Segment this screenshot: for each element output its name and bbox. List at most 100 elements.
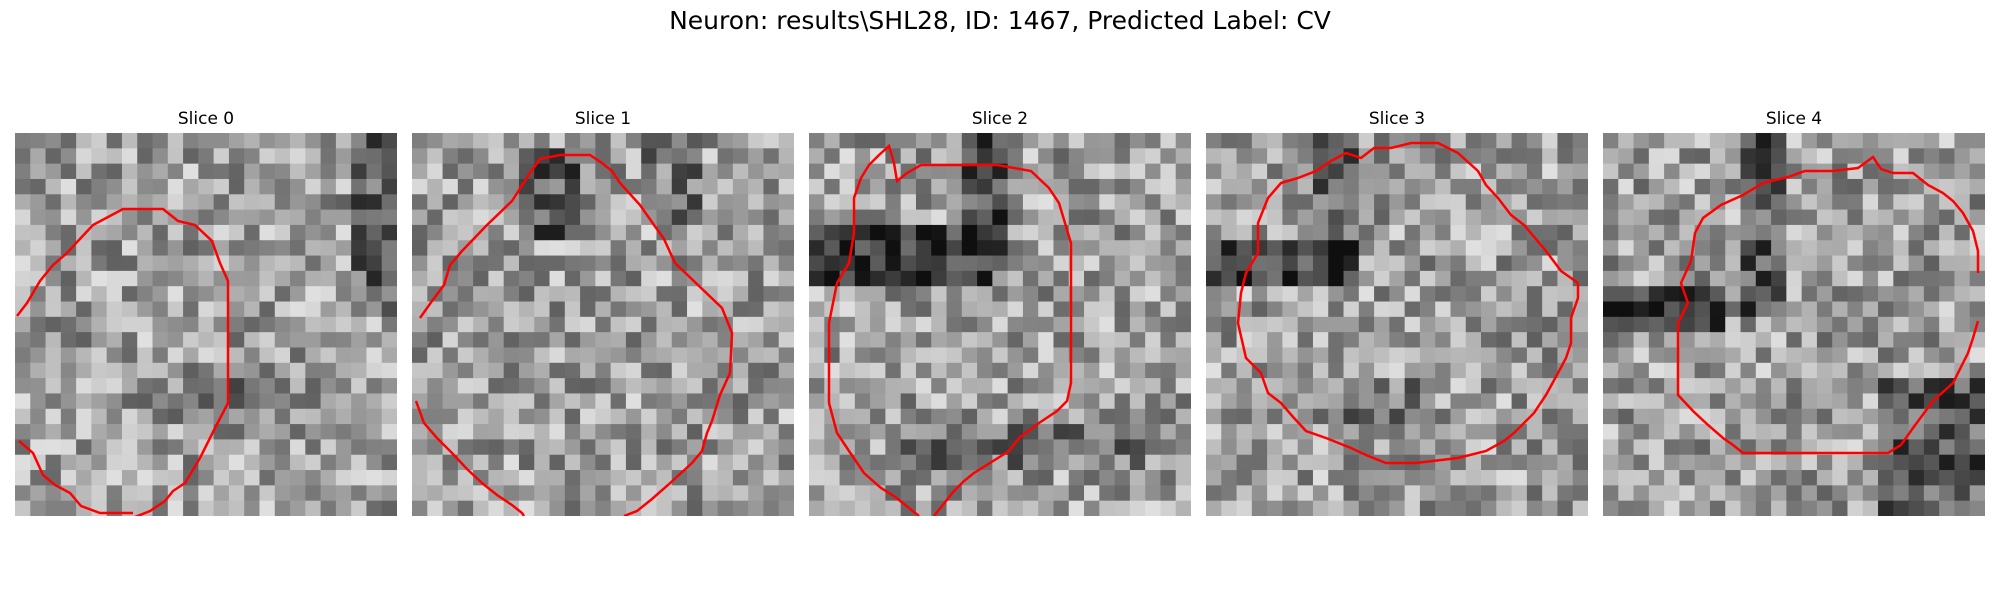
pixel — [595, 485, 612, 502]
pixel — [76, 163, 92, 180]
pixel — [412, 163, 428, 180]
pixel — [1282, 133, 1299, 149]
pixel — [854, 240, 871, 257]
pixel — [900, 470, 917, 486]
pixel — [1496, 286, 1513, 303]
pixel — [534, 224, 551, 241]
pixel — [305, 454, 322, 471]
pixel — [1954, 500, 1971, 516]
pixel — [824, 362, 841, 379]
pixel — [1526, 332, 1543, 349]
pixel — [259, 255, 276, 272]
pixel — [1007, 301, 1024, 318]
pixel — [60, 332, 77, 349]
pixel — [1251, 347, 1268, 364]
pixel — [1343, 178, 1360, 195]
pixel — [1878, 301, 1894, 318]
pixel — [854, 362, 871, 379]
pixel — [1053, 224, 1070, 241]
pixel — [1679, 439, 1696, 456]
pixel — [1908, 332, 1925, 349]
pixel — [1557, 470, 1574, 486]
pixel — [1496, 163, 1513, 180]
pixel — [687, 454, 703, 471]
pixel — [244, 347, 261, 364]
pixel — [442, 378, 459, 395]
pixel — [473, 209, 489, 226]
pixel — [1312, 224, 1329, 241]
pixel — [1481, 378, 1497, 395]
pixel — [1343, 347, 1360, 364]
pixel — [1908, 224, 1925, 241]
pixel — [778, 362, 794, 379]
pixel — [564, 209, 581, 226]
pixel — [1969, 301, 1985, 318]
pixel — [1603, 301, 1619, 318]
pixel — [870, 485, 886, 502]
pixel — [1206, 500, 1222, 516]
pixel — [152, 332, 169, 349]
slice-3-title: Slice 3 — [1368, 109, 1426, 129]
pixel — [778, 470, 794, 486]
pixel — [763, 470, 780, 486]
pixel — [1358, 439, 1375, 456]
pixel — [671, 408, 688, 425]
pixel — [946, 301, 963, 318]
pixel — [1282, 255, 1299, 272]
pixel — [1511, 439, 1528, 456]
pixel — [1251, 163, 1268, 180]
pixel — [412, 148, 428, 165]
pixel — [1099, 224, 1116, 241]
pixel — [1068, 424, 1085, 440]
pixel — [1725, 485, 1742, 502]
pixel — [610, 255, 627, 272]
pixel — [244, 209, 261, 226]
pixel — [1923, 316, 1940, 333]
pixel — [1755, 301, 1772, 318]
pixel — [152, 454, 169, 471]
pixel — [1832, 485, 1849, 502]
pixel — [60, 316, 77, 333]
pixel — [1862, 332, 1879, 349]
pixel — [549, 163, 566, 180]
pixel — [228, 332, 245, 349]
pixel — [457, 270, 474, 287]
pixel — [1053, 194, 1070, 211]
pixel — [1419, 209, 1436, 226]
pixel — [1175, 439, 1191, 456]
pixel — [1847, 347, 1864, 364]
pixel — [900, 240, 917, 257]
pixel — [1740, 393, 1757, 410]
pixel — [1022, 316, 1039, 333]
pixel — [1221, 470, 1238, 486]
pixel — [977, 224, 993, 241]
pixel — [732, 393, 749, 410]
pixel — [1068, 347, 1085, 364]
pixel — [503, 424, 520, 440]
pixel — [305, 133, 322, 149]
pixel — [900, 393, 917, 410]
pixel — [1771, 424, 1787, 440]
pixel — [824, 209, 841, 226]
pixel — [167, 209, 184, 226]
pixel — [961, 194, 978, 211]
pixel — [91, 255, 108, 272]
pixel — [610, 133, 627, 149]
pixel — [1923, 286, 1940, 303]
pixel — [748, 362, 765, 379]
pixel — [1481, 224, 1497, 241]
pixel — [1496, 148, 1513, 165]
pixel — [427, 163, 444, 180]
pixel — [1419, 178, 1436, 195]
pixel — [1297, 224, 1314, 241]
pixel — [15, 178, 31, 195]
pixel — [1145, 485, 1162, 502]
pixel — [1954, 133, 1971, 149]
pixel — [1312, 500, 1329, 516]
pixel — [183, 240, 199, 257]
pixel — [564, 133, 581, 149]
pixel — [1328, 500, 1345, 516]
pixel — [885, 378, 902, 395]
pixel — [518, 209, 535, 226]
pixel — [290, 286, 306, 303]
